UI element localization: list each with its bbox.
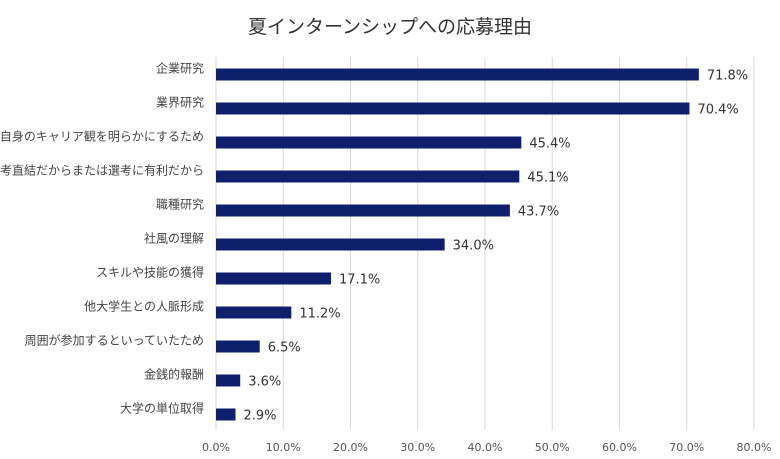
value-label: 45.1% — [527, 171, 568, 186]
x-tick-label: 40.0% — [468, 441, 503, 454]
value-label: 6.5% — [268, 341, 301, 356]
value-label: 34.0% — [453, 239, 494, 254]
bar — [216, 204, 510, 217]
x-tick-labels: 0.0% 10.0% 20.0% 30.0% 40.0% 50.0% 60.0% 70.0% 8… — [202, 441, 771, 454]
category-label: 周囲が参加するといっていたため — [25, 333, 204, 348]
category-label: 金銭的報酬 — [144, 367, 204, 382]
category-label: 企業研究 — [156, 61, 204, 76]
category-label: 他大学生との人脈形成 — [84, 299, 204, 314]
value-label: 43.7% — [518, 205, 559, 220]
bar — [216, 272, 331, 285]
category-label: 大学の単位取得 — [120, 401, 204, 416]
x-tick-label: 70.0% — [669, 441, 704, 454]
category-label: 職種研究 — [156, 197, 204, 212]
bar — [216, 306, 292, 319]
x-tick-label: 0.0% — [202, 441, 230, 454]
value-label: 17.1% — [339, 273, 380, 288]
bar — [216, 68, 699, 81]
value-label: 11.2% — [299, 307, 340, 322]
bar — [216, 102, 690, 115]
category-label: 自分自身のキャリア観を明らかにするため — [0, 129, 204, 144]
x-tick-label: 30.0% — [400, 441, 435, 454]
x-tick-label: 20.0% — [333, 441, 368, 454]
bar — [216, 238, 445, 251]
bars — [216, 68, 699, 421]
category-labels: 企業研究業界研究自分自身のキャリア観を明らかにするため選考直結だからまたは選考に… — [0, 61, 204, 416]
bar — [216, 170, 520, 183]
value-labels: 71.8% 70.4% 45.4% 45.1% 43.7% 34.0% 17.1% 11.2%… — [244, 69, 749, 424]
category-label: 業界研究 — [156, 95, 204, 110]
chart-title: 夏インターンシップへの応募理由 — [247, 16, 533, 38]
value-label: 2.9% — [244, 409, 277, 424]
bar — [216, 340, 260, 353]
x-tick-label: 10.0% — [266, 441, 301, 454]
value-label: 45.4% — [529, 137, 570, 152]
category-label: 選考直結だからまたは選考に有利だから — [0, 164, 204, 178]
category-label: スキルや技能の獲得 — [96, 265, 204, 280]
value-label: 70.4% — [697, 103, 738, 118]
category-label: 社風の理解 — [144, 231, 204, 246]
bar — [216, 408, 236, 421]
x-tick-label: 60.0% — [602, 441, 637, 454]
bar — [216, 136, 522, 149]
x-tick-label: 50.0% — [535, 441, 570, 454]
value-label: 3.6% — [248, 375, 281, 390]
value-label: 71.8% — [707, 69, 748, 84]
x-tick-label: 80.0% — [737, 441, 772, 454]
bar — [216, 374, 241, 387]
